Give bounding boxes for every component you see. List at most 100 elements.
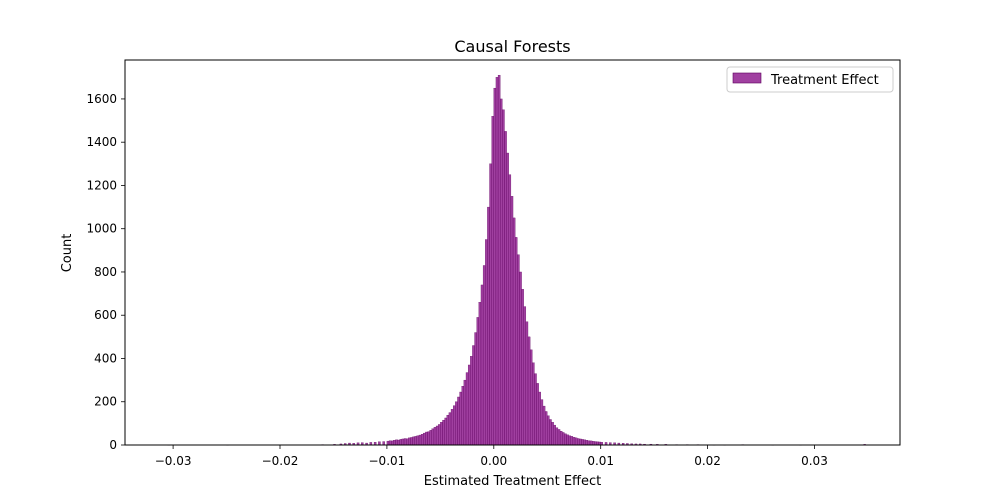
histogram-bar: [574, 437, 578, 446]
histogram-bar: [540, 399, 544, 446]
histogram-bar: [453, 405, 456, 446]
x-tick-label: −0.01: [369, 454, 406, 468]
legend-label: Treatment Effect: [770, 73, 879, 88]
histogram-bar: [476, 317, 479, 446]
histogram-bar: [555, 427, 559, 446]
histogram-bar: [500, 98, 503, 446]
histogram-bar: [474, 332, 477, 446]
x-tick-label: 0.03: [801, 454, 828, 468]
y-tick-label: 800: [94, 265, 117, 279]
histogram-bar: [559, 431, 563, 446]
histogram-bar: [442, 419, 445, 446]
x-tick-label: 0.02: [694, 454, 721, 468]
histogram-bar: [405, 438, 409, 446]
histogram-bar: [438, 424, 441, 446]
plot-frame: [124, 59, 901, 446]
histogram-bar: [529, 349, 533, 446]
histogram-bar: [577, 438, 580, 446]
y-tick-label: 0: [109, 438, 117, 452]
y-tick-label: 400: [94, 351, 117, 365]
y-axis-label: Count: [60, 234, 75, 273]
histogram-bar: [433, 427, 437, 446]
histogram-bar: [480, 284, 484, 446]
legend-box: [726, 66, 894, 93]
histogram-bar: [465, 372, 469, 446]
histogram-bar: [485, 239, 488, 446]
histogram-bar: [482, 265, 486, 446]
histogram-bar: [393, 440, 396, 446]
legend-swatch: [732, 72, 762, 84]
histogram-bar: [525, 321, 529, 446]
y-tick-label: 1600: [86, 92, 117, 106]
histogram-bar: [517, 254, 520, 446]
histogram-bar: [431, 428, 435, 446]
histogram-bar: [587, 440, 591, 446]
histogram-bar: [568, 435, 571, 446]
histogram-bar: [538, 391, 541, 446]
histogram-bar: [589, 440, 593, 446]
histogram-bar: [594, 441, 597, 446]
histogram-bar: [508, 174, 512, 446]
histogram-bar: [467, 364, 471, 446]
histogram-bar: [487, 206, 490, 446]
y-tick-label: 1400: [86, 135, 117, 149]
histogram-bar: [534, 373, 537, 446]
histogram-bar: [504, 131, 507, 446]
histogram-bar: [583, 439, 586, 446]
histogram-bar: [478, 302, 482, 446]
histogram-bar: [444, 417, 447, 446]
histogram-bar: [414, 436, 417, 446]
histogram-bar: [440, 422, 443, 446]
histogram-bar: [403, 438, 407, 446]
x-tick-label: 0.01: [587, 454, 614, 468]
histogram-bar: [536, 383, 539, 446]
legend: Treatment Effect: [726, 66, 894, 93]
x-axis: −0.03 −0.02 −0.01 0.00 0.01 0.02 0.03: [155, 445, 828, 468]
y-axis: 0 200 400 600 800 1000 1200 1400 1600: [86, 92, 125, 452]
histogram-bar: [495, 77, 499, 446]
histogram-bar: [412, 436, 415, 446]
x-axis-label: Estimated Treatment Effect: [424, 474, 602, 489]
histogram-bar: [585, 440, 589, 446]
y-tick-label: 1200: [86, 178, 117, 192]
histogram-bar: [410, 437, 413, 446]
x-tick-label: −0.03: [155, 454, 192, 468]
histogram-bar: [420, 434, 424, 446]
histogram-bar: [391, 440, 394, 446]
x-tick-label: −0.02: [262, 454, 299, 468]
histogram-bar: [457, 396, 460, 446]
histogram-bar: [544, 411, 548, 446]
histogram-bar: [455, 401, 458, 446]
histogram-bar: [515, 237, 518, 446]
y-tick-label: 1000: [86, 222, 117, 236]
histogram-bar: [553, 424, 556, 446]
histogram-bar: [427, 431, 430, 446]
histogram-bar: [470, 356, 473, 446]
histogram-bar: [564, 433, 567, 446]
histogram-bar: [397, 439, 400, 446]
y-tick-label: 200: [94, 395, 117, 409]
histogram-bar: [388, 440, 392, 446]
histogram-bar: [446, 414, 450, 446]
histogram-bar: [399, 439, 403, 446]
histogram-bar: [570, 436, 574, 446]
histogram-bar: [416, 435, 420, 446]
histogram-bar: [506, 152, 509, 446]
histogram-bar: [463, 379, 467, 446]
histogram-bar: [547, 415, 550, 446]
histogram-bar: [461, 386, 465, 446]
histogram-bar: [527, 336, 531, 446]
histogram-bar: [572, 437, 576, 446]
histogram-bar: [532, 362, 535, 446]
histogram-bar: [521, 289, 524, 446]
histogram-bar: [459, 391, 462, 446]
histogram-bar: [448, 412, 452, 446]
bars-group: [167, 74, 866, 446]
histogram-bar: [510, 196, 514, 446]
histogram-bar: [395, 439, 398, 446]
histogram-bar: [542, 405, 546, 446]
histogram-bar: [562, 432, 565, 446]
histogram-bar: [386, 440, 390, 446]
histogram-bar: [450, 409, 454, 446]
